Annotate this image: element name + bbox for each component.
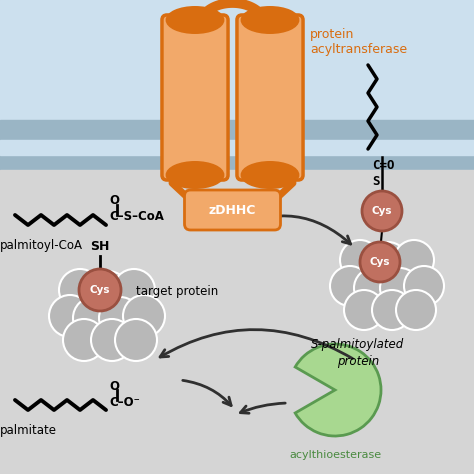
- Circle shape: [99, 297, 141, 339]
- Circle shape: [79, 269, 121, 311]
- Text: protein
acyltransferase: protein acyltransferase: [310, 28, 407, 56]
- FancyBboxPatch shape: [237, 15, 303, 180]
- Circle shape: [340, 240, 380, 280]
- Circle shape: [362, 191, 402, 231]
- Text: O: O: [109, 194, 119, 208]
- Text: O: O: [109, 380, 119, 392]
- Text: palmitoyl-CoA: palmitoyl-CoA: [0, 239, 83, 252]
- Ellipse shape: [242, 163, 298, 188]
- Circle shape: [59, 269, 101, 311]
- Text: zDHHC: zDHHC: [209, 203, 256, 217]
- Text: S: S: [372, 175, 380, 188]
- Text: Cys: Cys: [370, 257, 390, 267]
- Text: acylthioesterase: acylthioesterase: [289, 450, 381, 460]
- Circle shape: [115, 319, 157, 361]
- Circle shape: [73, 297, 115, 339]
- Text: SH: SH: [91, 240, 109, 253]
- FancyBboxPatch shape: [184, 190, 281, 230]
- Text: Cys: Cys: [90, 285, 110, 295]
- Circle shape: [113, 269, 155, 311]
- Text: C–O⁻: C–O⁻: [109, 395, 140, 409]
- FancyBboxPatch shape: [162, 15, 228, 180]
- Circle shape: [123, 295, 165, 337]
- Text: Cys: Cys: [372, 206, 392, 216]
- Circle shape: [368, 242, 408, 282]
- Text: S-palmitoylated: S-palmitoylated: [311, 338, 405, 351]
- Circle shape: [91, 319, 133, 361]
- Ellipse shape: [242, 8, 298, 33]
- Circle shape: [380, 268, 420, 308]
- Circle shape: [330, 266, 370, 306]
- Text: palmitate: palmitate: [0, 424, 57, 437]
- Circle shape: [404, 266, 444, 306]
- Circle shape: [63, 319, 105, 361]
- Bar: [0, 155, 474, 170]
- Circle shape: [360, 242, 400, 282]
- Text: C=O: C=O: [372, 159, 394, 172]
- Bar: [0, 170, 474, 474]
- Circle shape: [396, 290, 436, 330]
- Bar: [0, 140, 474, 155]
- Wedge shape: [295, 344, 381, 436]
- Circle shape: [87, 271, 129, 313]
- Text: C–S–CoA: C–S–CoA: [109, 210, 164, 224]
- Circle shape: [372, 290, 412, 330]
- Ellipse shape: [167, 163, 223, 188]
- Circle shape: [394, 240, 434, 280]
- Bar: [0, 120, 474, 140]
- Text: target protein: target protein: [136, 285, 218, 299]
- Ellipse shape: [167, 8, 223, 33]
- Bar: [0, 0, 474, 120]
- Circle shape: [344, 290, 384, 330]
- Circle shape: [49, 295, 91, 337]
- Text: protein: protein: [337, 355, 379, 368]
- Circle shape: [354, 268, 394, 308]
